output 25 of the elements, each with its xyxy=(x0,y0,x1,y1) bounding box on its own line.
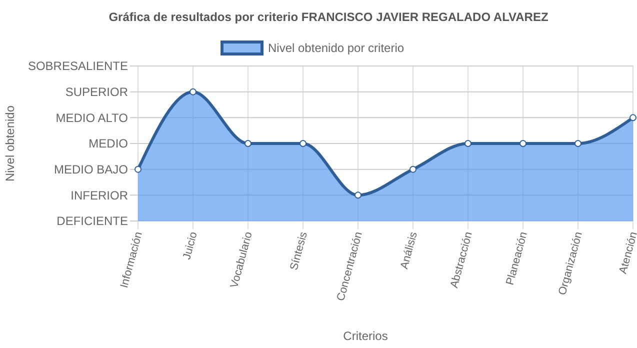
point xyxy=(244,140,252,147)
ref-line-label: MEDIO BAJO xyxy=(54,162,128,177)
point xyxy=(134,166,142,173)
point xyxy=(520,140,526,147)
x-axis-title: Criterios xyxy=(343,329,388,343)
point xyxy=(464,140,472,147)
ref-line-label: INFERIOR xyxy=(70,188,128,202)
ref-line-label: SOBRESALIENTE xyxy=(28,59,128,74)
point xyxy=(354,192,362,199)
point xyxy=(190,88,196,96)
point xyxy=(300,140,306,147)
text: Nivel obtenido xyxy=(3,105,17,182)
ref-line-label: SUPERIOR xyxy=(65,85,128,100)
chart-title: Gráfica de resultados por criterio FRANCISCO JAVIER REGALADO ALVAREZ xyxy=(108,10,548,24)
ref-line-label: DEFICIENTE xyxy=(56,214,128,228)
x-tick-label: Análisis xyxy=(398,230,420,270)
point xyxy=(574,140,582,147)
x-tick-label: Síntesis xyxy=(288,230,310,272)
ref-line-label: MEDIO ALTO xyxy=(56,110,128,125)
point xyxy=(410,166,416,173)
point xyxy=(630,114,636,122)
ref-line-label: MEDIO xyxy=(88,136,128,151)
x-tick-label: Atención xyxy=(617,230,637,276)
x-tick-label: Juicio xyxy=(181,230,200,261)
legend-label: Nivel obtenido por criterio xyxy=(268,41,404,55)
